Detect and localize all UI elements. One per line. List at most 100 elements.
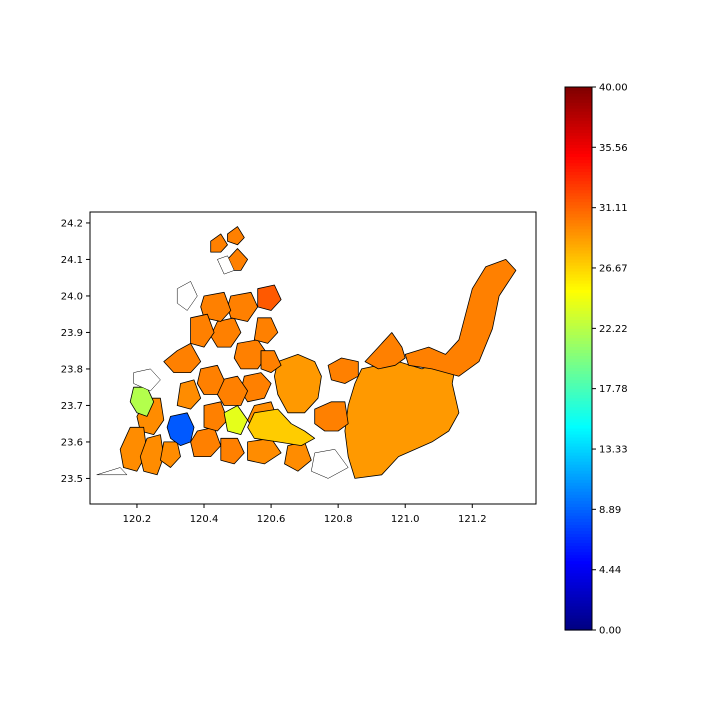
colorbar-segment bbox=[565, 126, 592, 130]
colorbar-segment bbox=[565, 246, 592, 251]
colorbar-segment bbox=[565, 277, 592, 281]
x-tick-label: 121.0 bbox=[391, 514, 420, 525]
colorbar-segment bbox=[565, 557, 592, 562]
colorbar-segment bbox=[565, 343, 592, 348]
x-tick-label: 120.2 bbox=[123, 514, 152, 525]
colorbar-segment bbox=[565, 286, 592, 290]
map-region bbox=[227, 226, 245, 246]
colorbar: 0.00 4.44 8.89 13.33 17.78 22.22 26.67 31.11 35.… bbox=[564, 83, 628, 637]
colorbar-segment bbox=[565, 117, 592, 121]
colorbar-segment bbox=[565, 482, 592, 486]
colorbar-segment bbox=[565, 108, 592, 112]
colorbar-segment bbox=[565, 388, 592, 393]
map-region-no-data bbox=[176, 281, 198, 311]
y-tick-label: 24.1 bbox=[61, 255, 83, 266]
colorbar-segment bbox=[565, 587, 592, 592]
colorbar-segment bbox=[565, 283, 592, 287]
colorbar-segment bbox=[565, 385, 592, 390]
colorbar-segment bbox=[565, 96, 592, 100]
colorbar-segment bbox=[565, 334, 592, 338]
colorbar-segment bbox=[565, 617, 592, 622]
map-region bbox=[200, 291, 232, 322]
colorbar-segment bbox=[565, 376, 592, 381]
colorbar-segment bbox=[565, 123, 592, 127]
colorbar-segment bbox=[565, 228, 592, 233]
map-region bbox=[364, 332, 406, 370]
colorbar-segment bbox=[565, 225, 592, 230]
colorbar-segment bbox=[565, 575, 592, 580]
map-region bbox=[273, 353, 322, 414]
colorbar-segment bbox=[565, 219, 592, 224]
colorbar-segment bbox=[565, 391, 592, 396]
colorbar-tick-label: 17.78 bbox=[599, 384, 628, 395]
colorbar-segment bbox=[565, 186, 592, 191]
colorbar-segment bbox=[565, 156, 592, 160]
colorbar-segment bbox=[565, 442, 592, 447]
map-region bbox=[176, 379, 202, 410]
y-tick-label: 23.9 bbox=[61, 328, 83, 339]
colorbar-segment bbox=[565, 449, 592, 453]
colorbar-tick-label: 4.44 bbox=[599, 565, 621, 576]
colorbar-segment bbox=[565, 373, 592, 378]
colorbar-tick-label: 0.00 bbox=[599, 626, 621, 637]
y-axis-ticks: 23.5 23.6 23.7 23.8 23.9 24.0 24.1 24.2 bbox=[61, 218, 90, 485]
colorbar-segment bbox=[565, 421, 592, 426]
colorbar-segment bbox=[565, 515, 592, 519]
colorbar-segment bbox=[565, 494, 592, 498]
y-tick-label: 23.6 bbox=[61, 437, 83, 448]
colorbar-segment bbox=[565, 313, 592, 317]
colorbar-segment bbox=[565, 436, 592, 441]
map-axes-frame bbox=[89, 211, 537, 505]
colorbar-segment bbox=[565, 536, 592, 541]
y-tick-label: 23.7 bbox=[61, 401, 83, 412]
x-tick-label: 120.6 bbox=[257, 514, 286, 525]
colorbar-segment bbox=[565, 252, 592, 257]
map-regions bbox=[96, 226, 517, 479]
colorbar-segment bbox=[565, 90, 592, 94]
map-region bbox=[139, 434, 165, 476]
colorbar-segment bbox=[565, 120, 592, 124]
map-region bbox=[314, 401, 349, 432]
colorbar-segment bbox=[565, 316, 592, 320]
colorbar-segment bbox=[565, 430, 592, 435]
colorbar-segment bbox=[565, 222, 592, 227]
map-region bbox=[166, 412, 195, 447]
map-region bbox=[119, 426, 148, 472]
colorbar-segment bbox=[565, 581, 592, 586]
map-region bbox=[223, 405, 249, 436]
colorbar-segment bbox=[565, 539, 592, 544]
colorbar-segment bbox=[565, 231, 592, 236]
colorbar-segment bbox=[565, 590, 592, 595]
colorbar-segment bbox=[565, 144, 592, 148]
map-region bbox=[220, 437, 245, 465]
colorbar-segment bbox=[565, 114, 592, 118]
colorbar-segment bbox=[565, 367, 592, 372]
colorbar-tick-label: 31.11 bbox=[599, 203, 628, 214]
colorbar-segment bbox=[565, 271, 592, 275]
colorbar-tick-label: 8.89 bbox=[599, 505, 621, 516]
colorbar-segment bbox=[565, 201, 592, 206]
map-region-no-data bbox=[217, 255, 235, 275]
map-region bbox=[247, 408, 316, 447]
colorbar-segment bbox=[565, 593, 592, 598]
colorbar-segment bbox=[565, 497, 592, 501]
colorbar-segment bbox=[565, 521, 592, 526]
colorbar-segment bbox=[565, 551, 592, 556]
map-region-no-data bbox=[133, 368, 161, 392]
colorbar-segment bbox=[565, 243, 592, 248]
colorbar-segment bbox=[565, 249, 592, 254]
x-tick-label: 120.4 bbox=[190, 514, 219, 525]
map-region bbox=[253, 317, 279, 344]
colorbar-segment bbox=[565, 458, 592, 462]
colorbar-segment bbox=[565, 370, 592, 375]
colorbar-segment bbox=[565, 467, 592, 471]
x-tick-label: 120.8 bbox=[324, 514, 353, 525]
colorbar-segment bbox=[565, 400, 592, 405]
colorbar-segment bbox=[565, 566, 592, 571]
colorbar-segment bbox=[565, 210, 592, 215]
colorbar-segment bbox=[565, 476, 592, 480]
colorbar-segment bbox=[565, 183, 592, 188]
colorbar-segment bbox=[565, 102, 592, 106]
colorbar-segment bbox=[565, 433, 592, 438]
